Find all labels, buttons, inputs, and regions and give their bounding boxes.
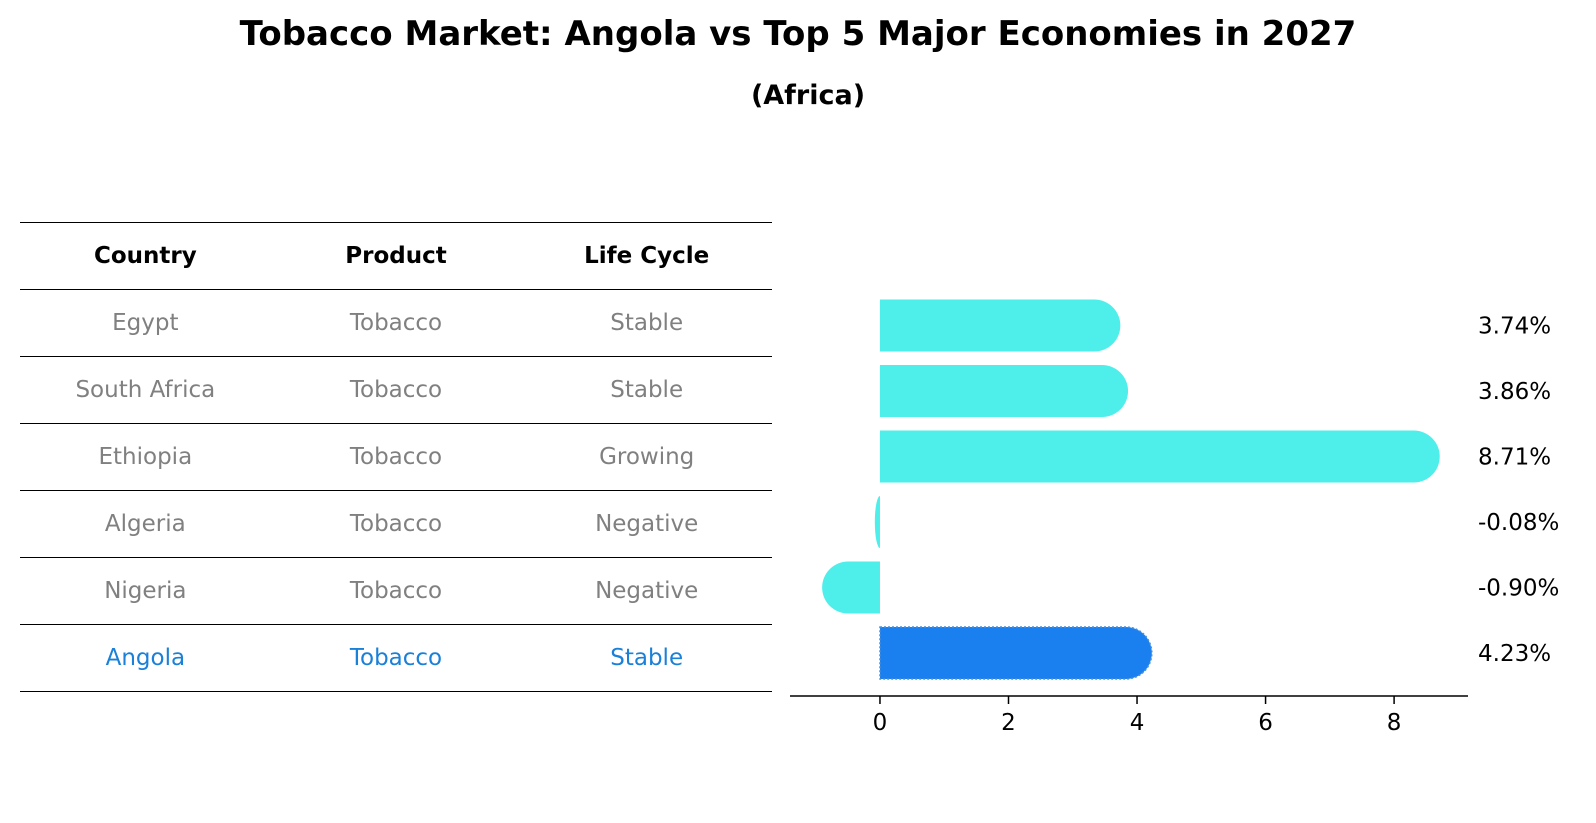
- value-label: -0.90%: [1478, 576, 1559, 602]
- table-header-row: Country Product Life Cycle: [20, 222, 772, 290]
- x-tick-label: 2: [1001, 710, 1016, 736]
- value-label: 4.23%: [1478, 641, 1551, 667]
- header-life-cycle: Life Cycle: [584, 243, 710, 269]
- table-row: South Africa Tobacco Stable: [20, 357, 772, 424]
- cell-country: South Africa: [75, 377, 216, 403]
- cell-product: Tobacco: [349, 310, 443, 336]
- cell-life-cycle: Growing: [599, 444, 695, 470]
- value-label: 3.74%: [1478, 314, 1551, 340]
- cell-country: Egypt: [112, 310, 179, 336]
- bar: [879, 626, 1153, 680]
- table-row: Ethiopia Tobacco Growing: [20, 424, 772, 491]
- cell-country: Ethiopia: [98, 444, 193, 470]
- chart-subtitle: (Africa): [750, 80, 866, 111]
- x-tick-label: 4: [1130, 710, 1145, 736]
- x-tick-label: 8: [1387, 710, 1402, 736]
- header-product: Product: [345, 243, 447, 269]
- cell-life-cycle: Stable: [610, 377, 684, 403]
- header-country: Country: [93, 243, 197, 269]
- value-label: -0.08%: [1478, 510, 1559, 536]
- bar: [874, 496, 880, 548]
- table-row-highlighted: Angola Tobacco Stable: [20, 625, 772, 692]
- bar: [879, 365, 1129, 417]
- value-label: 3.86%: [1478, 379, 1551, 405]
- cell-product: Tobacco: [349, 578, 443, 604]
- cell-product: Tobacco: [349, 511, 443, 537]
- cell-life-cycle: Negative: [595, 511, 699, 537]
- table-row: Algeria Tobacco Negative: [20, 491, 772, 558]
- cell-country: Algeria: [104, 511, 186, 537]
- cell-country: Nigeria: [104, 578, 187, 604]
- table-row: Nigeria Tobacco Negative: [20, 558, 772, 625]
- value-label: 8.71%: [1478, 445, 1551, 471]
- bar: [822, 561, 880, 614]
- cell-country: Angola: [105, 645, 186, 671]
- cell-life-cycle: Stable: [610, 645, 684, 671]
- bar: [879, 430, 1440, 483]
- x-tick-label: 6: [1258, 710, 1273, 736]
- table-row: Egypt Tobacco Stable: [20, 290, 772, 357]
- cell-life-cycle: Stable: [610, 310, 684, 336]
- bar: [879, 299, 1121, 352]
- country-table: Country Product Life Cycle Egypt Tobacco…: [20, 222, 772, 692]
- cell-product: Tobacco: [349, 444, 443, 470]
- x-tick-label: 0: [873, 710, 888, 736]
- cell-life-cycle: Negative: [595, 578, 699, 604]
- chart-title: Tobacco Market: Angola vs Top 5 Major Ec…: [239, 14, 1357, 54]
- cell-product: Tobacco: [349, 377, 443, 403]
- cell-product: Tobacco: [349, 645, 443, 671]
